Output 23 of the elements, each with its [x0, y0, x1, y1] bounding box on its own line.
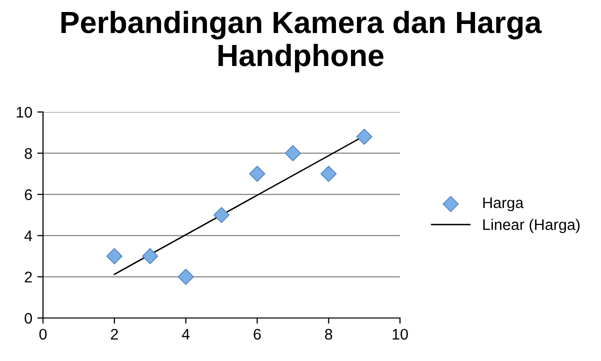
point: [142, 248, 158, 264]
x-tick-label: 2: [110, 328, 118, 340]
y-tick-label: 6: [24, 189, 32, 200]
x-tick-label: 10: [392, 328, 408, 340]
point: [249, 166, 266, 182]
x-tick-label: 6: [254, 328, 261, 340]
y-tick-label: 2: [24, 272, 32, 282]
point: [284, 145, 301, 162]
legend-label: Harga: [483, 198, 524, 212]
x-tick-label: 0: [39, 328, 47, 340]
chart-title: Perbandingan Kamera dan Harga Handphone: [61, 10, 542, 72]
y-tick-label: 4: [24, 230, 32, 242]
point: [213, 206, 230, 224]
point: [178, 268, 194, 285]
point: [320, 166, 337, 182]
legend-label: Linear (Harga): [483, 218, 580, 234]
x-tick-label: 8: [325, 328, 332, 340]
y-tick-label: 8: [24, 148, 32, 159]
point: [356, 128, 372, 145]
point: [106, 248, 122, 264]
y-tick-label: 0: [24, 312, 32, 324]
y-tick-label: 10: [16, 106, 32, 118]
x-tick-label: 4: [182, 328, 190, 340]
